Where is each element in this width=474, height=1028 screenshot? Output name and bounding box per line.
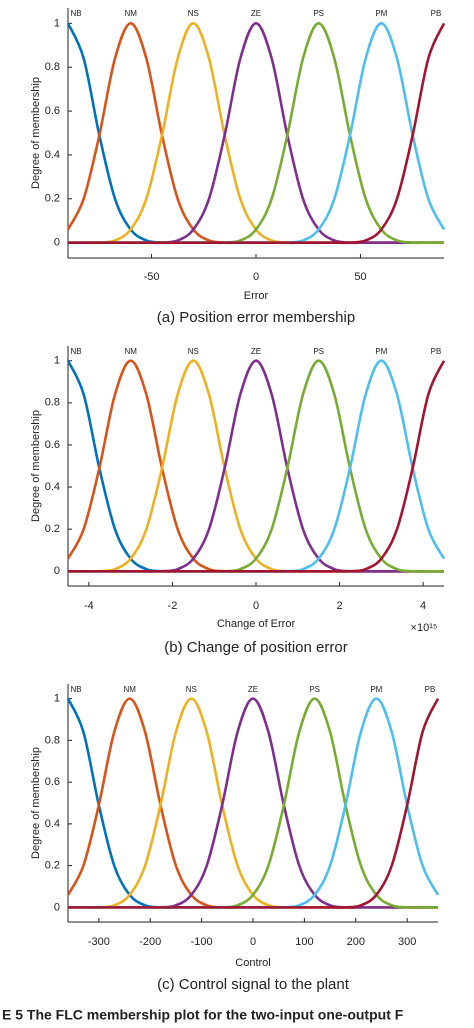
y-tick-label: 0: [54, 901, 60, 913]
membership-curve: [68, 22, 444, 245]
membership-curve: [68, 697, 438, 909]
series-label: ZE: [251, 347, 261, 356]
chart: 0 0.2 0.4 0.6 0.8 1 -50 0 50 Error Degree of membe…: [30, 8, 446, 326]
series-label: NS: [188, 9, 199, 18]
y-axis-label: Degree of membership: [30, 410, 42, 522]
series-label: PM: [375, 9, 387, 18]
x-tick-label: -100: [191, 936, 213, 948]
series-label: PB: [431, 9, 442, 18]
y-tick-label: 1: [54, 693, 60, 705]
y-tick-label: 1: [54, 355, 60, 367]
membership-curve: [66, 697, 438, 909]
membership-curve: [68, 22, 444, 245]
x-tick-label: 2: [336, 600, 342, 612]
figure-caption: E 5 The FLC membership plot for the two-…: [2, 1007, 404, 1023]
y-tick-label: 0: [54, 565, 60, 577]
series-label: PB: [425, 685, 436, 694]
series-label: PS: [313, 347, 324, 356]
series-label: NM: [124, 9, 137, 18]
y-tick-label: 0.2: [45, 860, 60, 872]
membership-curve: [68, 698, 440, 909]
membership-curve: [67, 359, 444, 573]
series-label: NM: [124, 347, 137, 356]
membership-curve: [67, 360, 446, 573]
x-tick-label: -2: [168, 600, 178, 612]
y-tick-label: 0.8: [45, 397, 60, 409]
x-tick-label: 0: [250, 936, 256, 948]
x-tick-label: -50: [144, 271, 160, 283]
x-tick-label: -200: [139, 936, 161, 948]
x-tick-label: 0: [253, 600, 259, 612]
series-label: PM: [370, 685, 382, 694]
y-tick-label: 0.4: [45, 818, 60, 830]
chart: 0 0.2 0.4 0.6 0.8 1 -300 -200 -100 0 100 200 300 Cont…: [30, 684, 440, 993]
x-tick-label: 0: [253, 271, 259, 283]
caption: (a) Position error membership: [157, 309, 355, 326]
membership-curve: [67, 359, 444, 573]
x-axis-label: Control: [235, 957, 270, 969]
series-label: ZE: [248, 685, 258, 694]
x-tick-label: 50: [354, 271, 366, 283]
series-label: NB: [70, 347, 81, 356]
y-tick-label: 0.6: [45, 105, 60, 117]
series-label: NB: [70, 9, 81, 18]
y-tick-label: 1: [54, 17, 60, 29]
y-axis-label: Degree of membership: [30, 747, 42, 859]
x-axis-label: Change of Error: [217, 618, 296, 630]
y-tick-label: 0: [54, 237, 60, 249]
membership-curve: [68, 22, 444, 245]
membership-curve: [66, 698, 438, 909]
membership-curve: [66, 22, 444, 245]
x-tick-label: 100: [295, 936, 313, 948]
x-tick-label: 300: [398, 936, 416, 948]
y-tick-label: 0.2: [45, 193, 60, 205]
series-label: PB: [431, 347, 442, 356]
x-axis-label: Error: [244, 290, 269, 302]
series-label: PM: [375, 347, 387, 356]
membership-curve: [68, 697, 438, 909]
y-tick-label: 0.6: [45, 776, 60, 788]
y-tick-label: 0.4: [45, 149, 60, 161]
series-label: NS: [186, 685, 197, 694]
series-label: NM: [123, 685, 136, 694]
membership-curve: [66, 359, 444, 573]
series-label: NS: [188, 347, 199, 356]
membership-curve: [68, 697, 440, 909]
caption: (b) Change of position error: [164, 639, 347, 656]
membership-curve: [66, 22, 444, 245]
y-tick-label: 0.2: [45, 523, 60, 535]
y-tick-label: 0.4: [45, 481, 60, 493]
y-tick-label: 0.8: [45, 61, 60, 73]
x-tick-label: 200: [347, 936, 365, 948]
y-tick-label: 0.8: [45, 734, 60, 746]
x-tick-label: -300: [88, 936, 110, 948]
series-label: PS: [309, 685, 320, 694]
membership-curve: [67, 359, 444, 573]
y-tick-label: 0.6: [45, 439, 60, 451]
membership-curve: [68, 22, 446, 245]
membership-curve: [68, 22, 446, 245]
x-tick-label: 4: [420, 600, 426, 612]
caption: (c) Control signal to the plant: [157, 976, 350, 993]
x-tick-label: -4: [84, 600, 94, 612]
membership-curve: [67, 359, 446, 573]
series-label: ZE: [251, 9, 261, 18]
series-label: PS: [313, 9, 324, 18]
chart: 0 0.2 0.4 0.6 0.8 1 -4 -2 0 2 4 Change of Error Degr…: [30, 346, 446, 656]
membership-curve: [68, 697, 438, 909]
x-multiplier: ×10¹⁵: [411, 622, 438, 634]
y-axis-label: Degree of membership: [30, 77, 42, 189]
series-label: NB: [70, 685, 81, 694]
membership-curve: [66, 360, 444, 573]
